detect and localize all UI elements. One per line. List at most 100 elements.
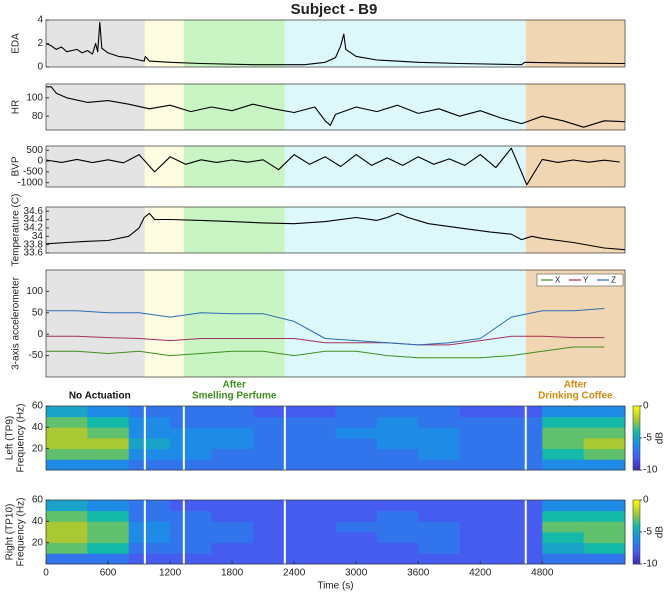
heat-cell [46,416,88,428]
heat-cell [542,553,585,565]
colorbar-slice [633,519,640,522]
heat-cell [46,438,88,450]
panel: 0 -5 -10 dB 20 40 60 Right (TP10) Frequency (Hz)… [5,495,666,592]
heat-cell [294,427,336,439]
colorbar-slice [633,427,640,430]
colorbar-tick-label: 0 [643,401,649,412]
heat-cell [583,542,626,554]
colorbar-slice [633,452,640,456]
region-label: After [223,380,246,391]
colorbar-slice [633,512,640,516]
heat-cell [252,500,295,512]
region-shade [284,146,526,187]
region-shade [144,270,184,377]
y-tick-label: 20 [32,443,44,454]
heat-cell [170,521,212,533]
heat-cell [170,416,212,428]
heat-cell [542,532,585,544]
y-tick-label: -1000 [17,177,43,188]
heat-cell [459,532,502,544]
colorbar-slice [633,459,640,462]
x-tick-label: 4200 [469,568,492,579]
colorbar-slice [633,555,640,559]
colorbar-tick-label: -5 [643,527,652,538]
region-shade [144,207,184,253]
y-tick-label: 100 [26,92,43,103]
panel-frame [45,269,626,378]
panel: 80 100 HR [11,83,626,131]
heat-cell [542,406,585,418]
y-tick-label: 500 [26,145,43,156]
colorbar-slice [633,450,640,454]
heat-cell [294,459,336,471]
heat-cell [376,553,419,565]
heat-cell [46,532,88,544]
heat-cell [252,532,295,544]
heat-cell [542,542,585,554]
colorbar-label: dB [655,432,666,445]
heat-cell [418,427,460,439]
colorbar-slice [633,461,640,465]
heat-cell [211,448,254,460]
panel-frame [45,405,626,471]
x-tick-label: 1800 [221,568,244,579]
series-line [45,212,626,251]
heat-cell [500,416,543,428]
heat-cell [87,438,130,450]
colorbar-label: dB [655,526,666,539]
heat-cell [294,438,336,450]
region-shade [525,84,625,130]
y-tick-label: 33.8 [24,239,44,250]
series-line [45,21,626,66]
y-axis-label: Left (TP9) [5,416,16,460]
colorbar-slice [633,406,640,409]
heat-cell [87,416,130,428]
series-line [46,346,605,359]
heat-cell [376,510,419,522]
series-line [45,147,620,186]
heat-cell [211,532,254,544]
heat-cell [418,532,460,544]
heat-cell [335,542,378,554]
heat-cell [211,459,254,471]
heat-cell [294,521,336,533]
y-tick-label: 0 [37,156,43,167]
figure-title: Subject - B9 [291,1,378,18]
heat-cell [583,532,626,544]
region-shade [284,84,526,130]
heat-cell [170,532,212,544]
colorbar-slice [633,416,640,420]
colorbar-slice [633,549,640,552]
heat-cell [335,406,378,418]
heat-cell [128,510,171,522]
heat-cell [87,427,130,439]
legend-label: X [555,276,561,285]
heat-cell [128,448,171,460]
heat-cell [583,459,626,471]
y-axis-label: BVP [11,156,22,176]
heat-cell [211,427,254,439]
heat-cell [542,427,585,439]
heat-cell [418,406,460,418]
heat-cell [376,459,419,471]
heat-cell [335,510,378,522]
colorbar-slice [633,455,640,458]
heat-cell [46,500,88,512]
y-tick-label: 33.6 [24,248,44,259]
heat-cell [170,448,212,460]
heat-cell [87,532,130,544]
heat-cell [252,542,295,554]
colorbar-tick-label: -10 [643,559,658,570]
y-axis-label: Temperature (C) [11,194,22,267]
heat-cell [500,553,543,565]
heat-cell [335,553,378,565]
heat-cell [294,542,336,554]
x-tick-label: 4800 [531,568,554,579]
y-axis-label: HR [11,100,22,114]
colorbar-slice [633,561,640,565]
heat-cell [46,406,88,418]
heat-cell [87,521,130,533]
y-axis-label: 3-axis accelerometer [11,276,22,369]
heat-cell [418,416,460,428]
